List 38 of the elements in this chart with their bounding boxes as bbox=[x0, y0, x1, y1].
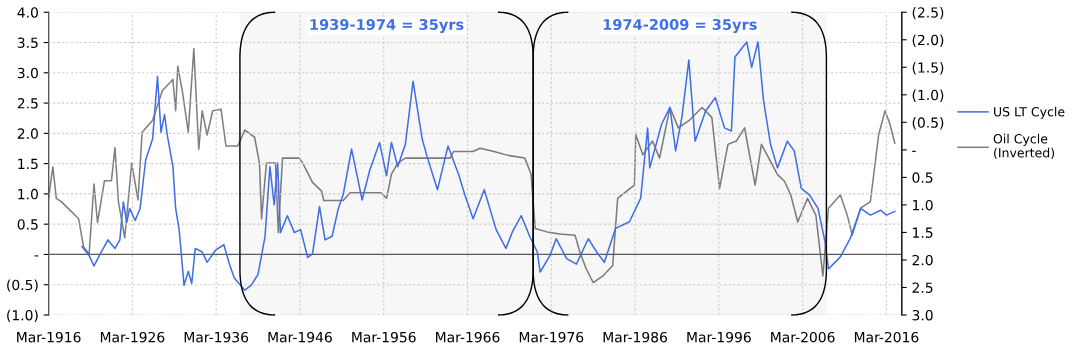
y-tick-label: - bbox=[34, 255, 39, 257]
y2-tick-label: 2.5 bbox=[912, 282, 933, 293]
x-tick-label: Mar-1956 bbox=[352, 331, 416, 343]
x-tick-label: Mar-1976 bbox=[519, 331, 584, 343]
y-tick-label: (1.0) bbox=[7, 309, 38, 323]
x-tick-label: Mar-1936 bbox=[184, 331, 249, 343]
x-tick-label: Mar-1986 bbox=[603, 331, 668, 343]
y-tick-label: 4.0 bbox=[17, 7, 38, 18]
y-tick-label: 1.0 bbox=[18, 188, 38, 200]
x-tick-label: Mar-1996 bbox=[687, 331, 751, 343]
y-tick-label: 1.5 bbox=[18, 158, 38, 170]
y2-tick-label: (2.0) bbox=[912, 34, 944, 47]
legend-label: Oil Cycle (Inverted) bbox=[993, 133, 1055, 159]
y-tick-label: 0.5 bbox=[17, 219, 38, 230]
x-tick-label: Mar-1946 bbox=[268, 331, 332, 343]
y2-tick-label: 1.5 bbox=[913, 227, 933, 238]
legend-label: US LT Cycle bbox=[994, 106, 1065, 119]
y2-tick-label: 1.0 bbox=[913, 199, 933, 211]
y-tick-label: 2.5 bbox=[17, 98, 38, 109]
band-label: 1974-2009 = 35yrs bbox=[603, 18, 757, 33]
x-tick-label: Mar-1966 bbox=[436, 331, 500, 343]
y2-tick-label: (1.0) bbox=[912, 89, 944, 102]
y-tick-label: (0.5) bbox=[7, 279, 38, 292]
x-tick-label: Mar-2016 bbox=[854, 331, 919, 343]
y2-tick-label: (1.5) bbox=[912, 62, 944, 75]
x-tick-label: Mar-1916 bbox=[17, 331, 81, 343]
y-tick-label: 3.0 bbox=[17, 67, 38, 79]
y-tick-label: 2.0 bbox=[17, 128, 38, 139]
y-tick-label: 3.5 bbox=[17, 37, 38, 48]
band-label: 1939-1974 = 35yrs bbox=[310, 18, 464, 33]
x-tick-label: Mar-1926 bbox=[100, 331, 165, 343]
x-tick-label: Mar-2006 bbox=[771, 331, 835, 343]
y2-tick-label: - bbox=[912, 150, 916, 152]
y2-tick-label: 0.5 bbox=[912, 172, 933, 183]
y2-tick-label: (2.5) bbox=[912, 6, 944, 20]
y2-tick-label: (0.5) bbox=[912, 117, 944, 130]
y2-tick-label: 3.0 bbox=[912, 309, 933, 321]
y2-tick-label: 2.0 bbox=[912, 254, 933, 266]
